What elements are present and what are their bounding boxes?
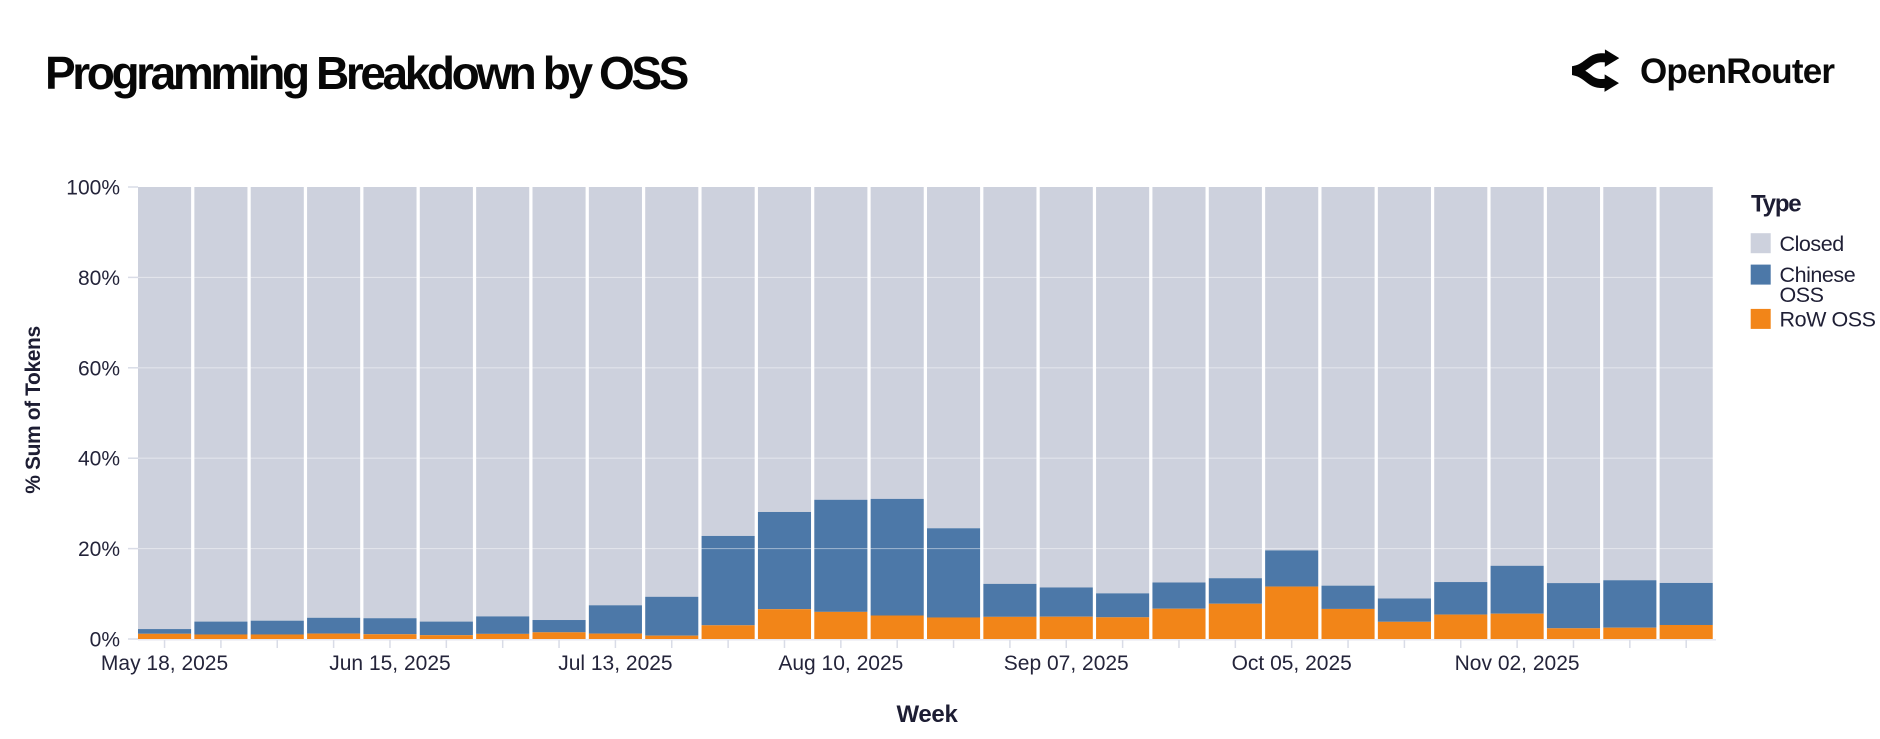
svg-text:Chinese: Chinese (1780, 263, 1856, 287)
svg-text:May 18, 2025: May 18, 2025 (101, 652, 228, 675)
svg-text:Type: Type (1751, 191, 1801, 218)
svg-text:80%: 80% (78, 267, 120, 290)
svg-text:Week: Week (896, 701, 958, 728)
svg-text:40%: 40% (78, 448, 120, 471)
svg-text:Jun 15, 2025: Jun 15, 2025 (329, 652, 450, 675)
svg-text:100%: 100% (66, 177, 120, 200)
svg-text:Jul 13, 2025: Jul 13, 2025 (558, 652, 672, 675)
svg-text:Closed: Closed (1780, 232, 1844, 256)
svg-text:% Sum of Tokens: % Sum of Tokens (22, 326, 45, 493)
svg-text:OpenRouter: OpenRouter (1640, 52, 1835, 91)
svg-text:60%: 60% (78, 357, 120, 380)
svg-text:OSS: OSS (1780, 283, 1824, 307)
svg-text:0%: 0% (90, 629, 120, 652)
svg-text:Nov 02, 2025: Nov 02, 2025 (1455, 652, 1580, 675)
svg-text:Aug 10, 2025: Aug 10, 2025 (778, 652, 903, 675)
svg-text:RoW OSS: RoW OSS (1780, 307, 1876, 331)
svg-text:20%: 20% (78, 538, 120, 561)
svg-text:Oct 05, 2025: Oct 05, 2025 (1232, 652, 1352, 675)
svg-text:Sep 07, 2025: Sep 07, 2025 (1004, 652, 1129, 675)
svg-text:Programming Breakdown by OSS: Programming Breakdown by OSS (45, 47, 688, 99)
